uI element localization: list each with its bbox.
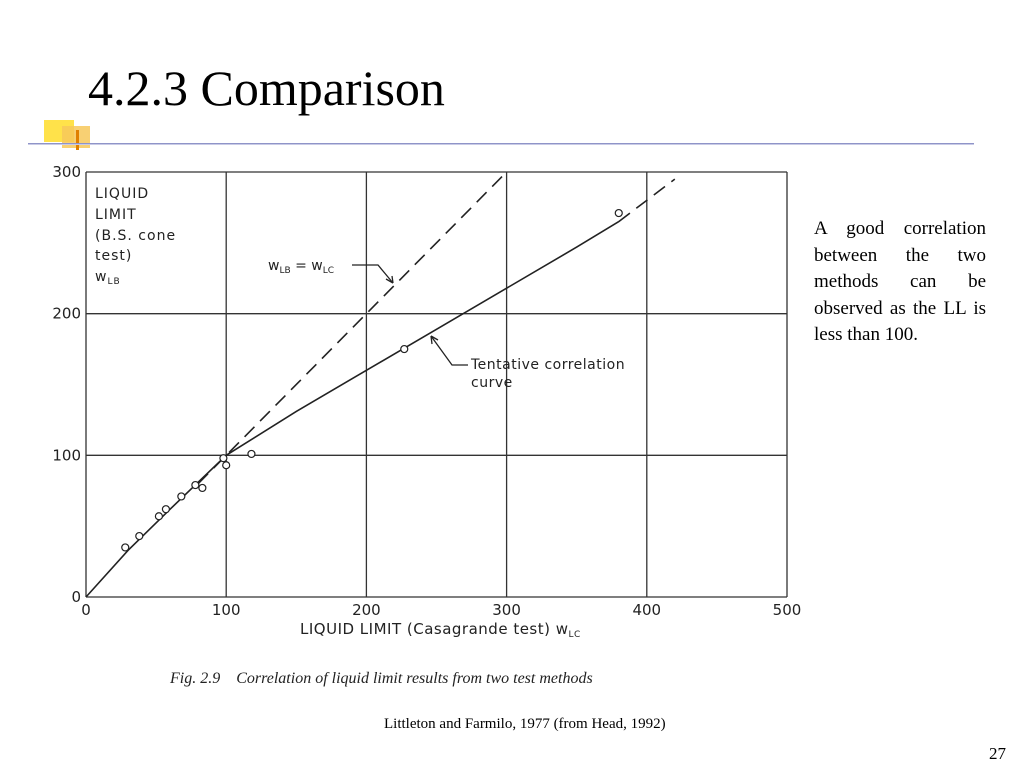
title-decoration <box>44 120 94 150</box>
x-axis-label: LIQUID LIMIT (Casagrande test) wLC <box>300 620 581 640</box>
data-point <box>154 512 164 521</box>
data-point <box>135 531 144 541</box>
data-point <box>400 344 409 354</box>
side-note: A good correlation between the two metho… <box>814 218 986 345</box>
chart-lines <box>85 171 676 598</box>
y-label-line-2: LIMIT <box>95 207 137 223</box>
x-tick-label: 100 <box>212 601 241 619</box>
identity-annotation-leader <box>352 264 394 284</box>
source-credit: Littleton and Farmilo, 1977 (from Head, … <box>384 716 666 732</box>
data-point <box>614 208 623 218</box>
y-label-line-5: wLB <box>95 269 121 287</box>
y-label-line-4: test) <box>95 248 132 264</box>
x-tick-label: 500 <box>773 601 802 619</box>
data-point <box>161 505 171 514</box>
data-point <box>121 543 130 552</box>
y-label-line-3: (B.S. cone <box>95 228 176 244</box>
curve-annotation: Tentative correlation curve <box>430 335 625 391</box>
x-tick-label: 200 <box>352 601 381 619</box>
curve-annotation-line-2: curve <box>471 375 513 391</box>
figure-caption: Fig. 2.9 Correlation of liquid limit res… <box>169 670 593 687</box>
chart-points <box>121 208 623 552</box>
title-divider <box>28 143 974 145</box>
chart-ticks: 0 100 200 300 400 500 0 100 200 300 <box>52 163 801 619</box>
y-label-line-1: LIQUID <box>95 186 149 202</box>
series-line <box>85 220 620 598</box>
curve-annotation-leader <box>430 335 468 366</box>
chart-grid <box>85 171 788 598</box>
data-point <box>247 449 256 459</box>
data-point <box>177 492 186 501</box>
slide-title: 4.2.3 Comparison <box>88 60 445 116</box>
data-point <box>191 480 200 490</box>
y-tick-label: 100 <box>52 446 81 464</box>
x-tick-label: 0 <box>81 601 91 619</box>
series-line <box>197 171 508 485</box>
page-number: 27 <box>989 744 1006 763</box>
identity-annotation-text: wLB = wLC <box>268 258 334 276</box>
y-tick-label: 300 <box>52 163 81 181</box>
identity-line-annotation: wLB = wLC <box>268 258 394 284</box>
y-axis-label: LIQUID LIMIT (B.S. cone test) wLB <box>95 186 176 287</box>
data-point <box>219 454 228 463</box>
y-tick-label: 0 <box>71 588 81 606</box>
curve-annotation-line-1: Tentative correlation <box>470 357 625 373</box>
series-line <box>618 178 676 223</box>
x-tick-label: 400 <box>632 601 661 619</box>
data-point <box>222 461 231 470</box>
y-tick-label: 200 <box>52 305 81 323</box>
x-tick-label: 300 <box>492 601 521 619</box>
data-point <box>198 483 207 493</box>
